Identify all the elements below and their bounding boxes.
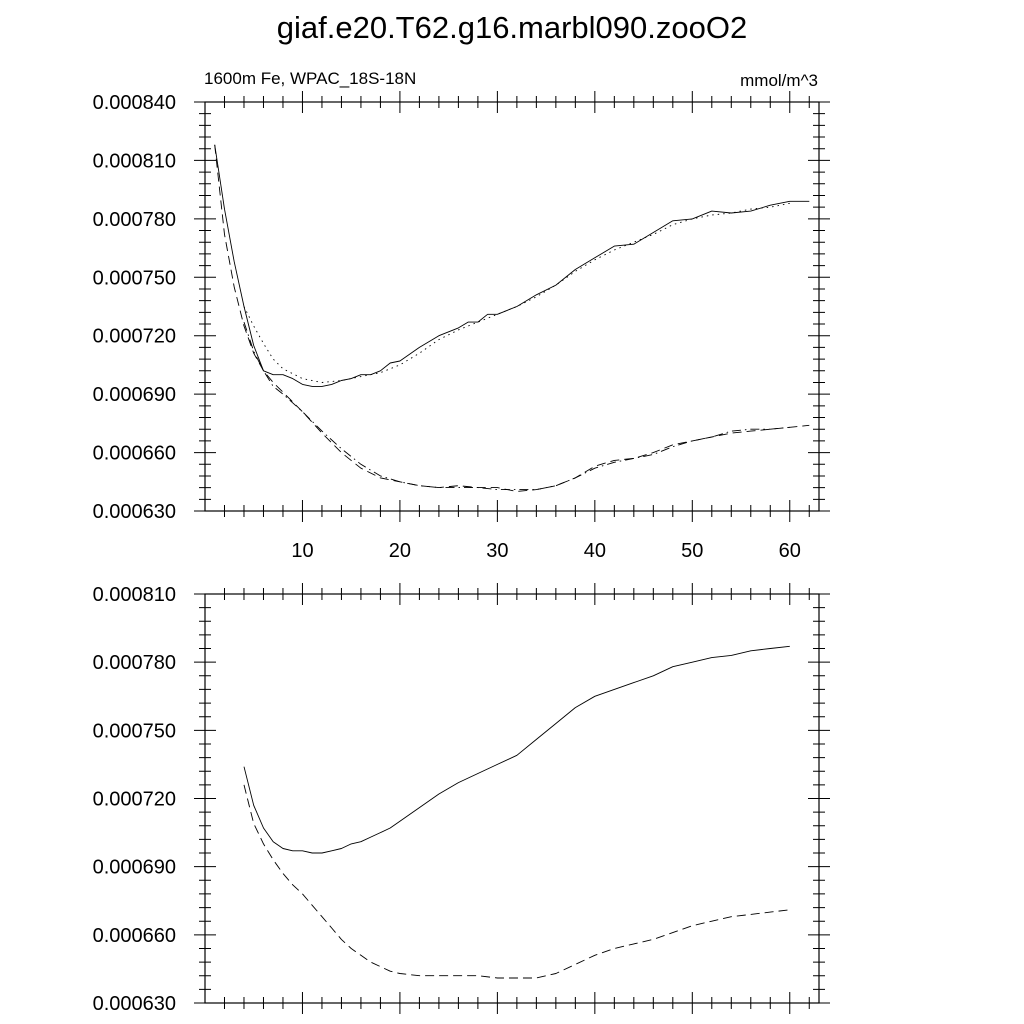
- top-x-tick-label: 20: [389, 540, 411, 562]
- bottom-y-tick-label: 0.000630: [93, 993, 176, 1015]
- top-y-tick-label: 0.000720: [93, 326, 176, 348]
- top-x-tick-label: 50: [681, 540, 703, 562]
- top-y-tick-label: 0.000840: [93, 92, 176, 114]
- bottom-panel-marks: 0.000630 0.000660 0.000690 0.000720 0.000750…: [93, 583, 830, 1015]
- top-y-tick-label: 0.000660: [93, 443, 176, 465]
- chart-title: giaf.e20.T62.g16.marbl090.zooO2: [277, 10, 747, 45]
- top-y-tick-label: 0.000780: [93, 209, 176, 231]
- bottom-axis-ticks: [194, 583, 830, 1014]
- top-panel-marks: 0.000630 0.000660 0.000690 0.000720 0.000750…: [93, 91, 830, 562]
- top-x-tick-label: 30: [486, 540, 508, 562]
- top-x-tick-label: 10: [291, 540, 313, 562]
- bottom-y-tick-label: 0.000720: [93, 789, 176, 811]
- top-panel-left-label: 1600m Fe, WPAC_18S-18N: [204, 69, 416, 88]
- top-plot-frame: [204, 101, 820, 512]
- top-series-dashed-line: [214, 144, 810, 492]
- top-y-tick-label: 0.000630: [93, 501, 176, 523]
- top-series-dashdot-line: [243, 321, 790, 491]
- bottom-y-tick-label: 0.000750: [93, 720, 176, 742]
- bottom-y-tick-label: 0.000660: [93, 925, 176, 947]
- top-series-solid-line: [214, 144, 810, 387]
- bottom-y-tick-label: 0.000690: [93, 857, 176, 879]
- bottom-panel: 0.000630 0.000660 0.000690 0.000720 0.000750…: [93, 583, 830, 1015]
- bottom-series-dashed-line: [243, 784, 790, 979]
- top-x-tick-label: 40: [584, 540, 606, 562]
- bottom-y-tick-label: 0.000780: [93, 652, 176, 674]
- top-panel-units-label: mmol/m^3: [740, 71, 818, 90]
- top-y-tick-label: 0.000750: [93, 267, 176, 289]
- top-x-tick-label: 60: [779, 540, 801, 562]
- top-y-tick-label: 0.000690: [93, 384, 176, 406]
- bottom-series-solid-line: [243, 645, 790, 854]
- top-series-dotted-line: [243, 202, 790, 383]
- top-y-tick-label: 0.000810: [93, 150, 176, 172]
- bottom-y-tick-label: 0.000810: [93, 584, 176, 606]
- top-axis-ticks: [194, 91, 830, 522]
- top-panel: 1600m Fe, WPAC_18S-18N mmol/m^3 0.000630…: [93, 69, 830, 562]
- bottom-plot-frame: [204, 593, 820, 1004]
